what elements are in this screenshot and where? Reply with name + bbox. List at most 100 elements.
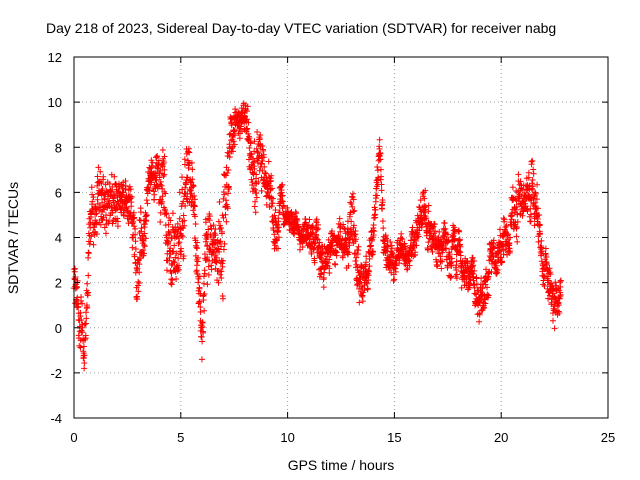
data-point-marker — [77, 297, 84, 304]
data-point-marker — [154, 152, 161, 159]
data-point-marker — [173, 250, 180, 257]
data-point-marker — [82, 320, 89, 327]
data-point-marker — [88, 233, 95, 240]
data-point-marker — [220, 214, 227, 221]
data-point-marker — [291, 212, 298, 219]
data-point-marker — [352, 250, 359, 257]
data-point-marker — [275, 227, 282, 234]
data-point-marker — [557, 277, 564, 284]
data-point-marker — [114, 215, 121, 222]
data-point-marker — [279, 192, 286, 199]
data-point-marker — [478, 291, 485, 298]
data-point-marker — [437, 238, 444, 245]
data-point-marker — [425, 202, 432, 209]
data-point-marker — [345, 239, 352, 246]
y-tick-label: -4 — [50, 411, 62, 426]
grid — [74, 57, 608, 418]
data-point-marker — [363, 253, 370, 260]
data-point-marker — [493, 270, 500, 277]
data-point-marker — [93, 220, 100, 227]
data-point-marker — [129, 244, 136, 251]
data-point-marker — [184, 191, 191, 198]
data-point-marker — [172, 254, 179, 261]
data-point-marker — [94, 173, 101, 180]
data-point-marker — [83, 309, 90, 316]
data-point-marker — [157, 209, 164, 216]
data-point-marker — [275, 234, 282, 241]
data-point-marker — [216, 239, 223, 246]
data-point-marker — [218, 243, 225, 250]
data-point-marker — [153, 153, 160, 160]
data-point-marker — [457, 249, 464, 256]
data-point-marker — [89, 191, 96, 198]
data-point-marker — [100, 173, 107, 180]
data-point-marker — [94, 182, 101, 189]
data-point-marker — [227, 115, 234, 122]
data-point-marker — [316, 239, 323, 246]
data-point-marker — [227, 137, 234, 144]
data-point-marker — [527, 205, 534, 212]
data-point-marker — [132, 238, 139, 245]
data-point-marker — [224, 170, 231, 177]
data-point-marker — [194, 239, 201, 246]
data-point-marker — [272, 242, 279, 249]
data-point-marker — [309, 230, 316, 237]
data-point-marker — [485, 292, 492, 299]
data-point-marker — [132, 231, 139, 238]
data-point-marker — [180, 212, 187, 219]
data-point-marker — [201, 267, 208, 274]
data-point-marker — [437, 258, 444, 265]
data-point-marker — [534, 181, 541, 188]
data-point-marker — [79, 324, 86, 331]
data-point-marker — [543, 259, 550, 266]
data-point-marker — [352, 258, 359, 265]
data-point-marker — [195, 275, 202, 282]
data-point-marker — [254, 148, 261, 155]
data-point-marker — [379, 218, 386, 225]
data-point-marker — [268, 203, 275, 210]
data-point-marker — [555, 301, 562, 308]
data-point-marker — [141, 250, 148, 257]
data-point-marker — [200, 280, 207, 287]
x-tick-label: 15 — [387, 430, 401, 445]
data-point-marker — [542, 245, 549, 252]
data-point-marker — [473, 291, 480, 298]
data-point-marker — [136, 269, 143, 276]
data-point-marker — [90, 194, 97, 201]
data-point-marker — [514, 238, 521, 245]
data-point-marker — [271, 231, 278, 238]
data-point-marker — [207, 223, 214, 230]
data-point-marker — [320, 274, 327, 281]
data-point-marker — [431, 221, 438, 228]
data-point-marker — [432, 228, 439, 235]
data-point-marker — [169, 210, 176, 217]
data-point-marker — [95, 164, 102, 171]
x-tick-label: 25 — [601, 430, 615, 445]
data-point-marker — [513, 224, 520, 231]
data-point-marker — [131, 223, 138, 230]
data-point-marker — [230, 138, 237, 145]
data-point-marker — [295, 224, 302, 231]
data-point-marker — [74, 294, 81, 301]
data-point-marker — [354, 281, 361, 288]
data-point-marker — [167, 245, 174, 252]
data-point-marker — [350, 208, 357, 215]
data-point-marker — [162, 190, 169, 197]
data-point-marker — [141, 230, 148, 237]
data-point-marker — [210, 222, 217, 229]
data-point-marker — [272, 207, 279, 214]
data-point-marker — [128, 193, 135, 200]
data-point-marker — [181, 222, 188, 229]
data-point-marker — [252, 198, 259, 205]
data-point-marker — [215, 279, 222, 286]
data-point-marker — [352, 236, 359, 243]
data-point-marker — [317, 255, 324, 262]
data-point-marker — [201, 291, 208, 298]
data-point-marker — [212, 232, 219, 239]
data-point-marker — [324, 259, 331, 266]
data-point-marker — [225, 186, 232, 193]
data-point-marker — [507, 248, 514, 255]
data-point-marker — [136, 280, 143, 287]
data-point-marker — [208, 225, 215, 232]
data-point-marker — [144, 200, 151, 207]
